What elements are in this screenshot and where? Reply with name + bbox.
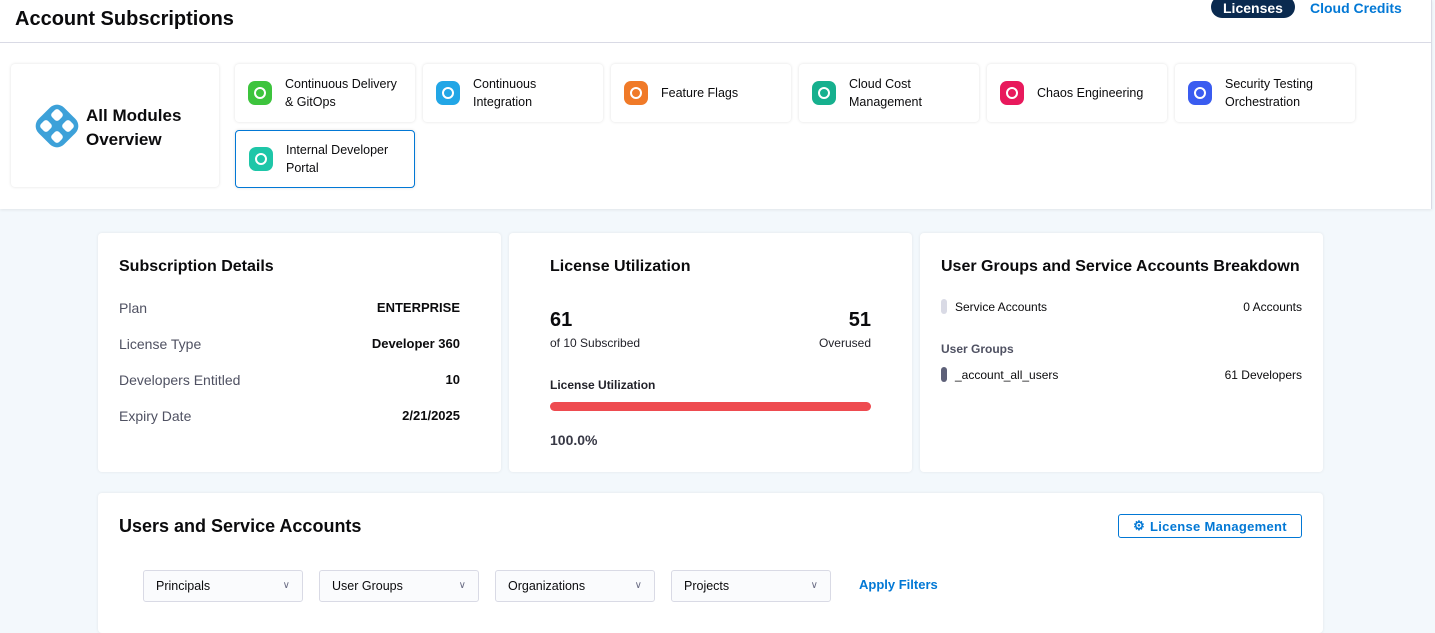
tab-cloud-credits[interactable]: Cloud Credits — [1310, 0, 1402, 16]
used-count: 61 — [550, 309, 573, 331]
module-label: Continuous Delivery & GitOps — [285, 77, 397, 109]
detail-value: ENTERPRISE — [376, 300, 460, 315]
module-card[interactable]: Continuous Delivery & GitOps — [235, 64, 415, 122]
feature-flags-icon — [624, 81, 648, 105]
module-label: Security Testing Orchestration — [1225, 77, 1314, 109]
detail-row-developers-entitled: Developers Entitled 10 — [119, 372, 460, 388]
ccm-icon — [812, 81, 836, 105]
license-utilization-card: License Utilization 61 of 10 Subscribed … — [509, 233, 912, 472]
principals-dropdown[interactable]: Principals ∨ — [143, 570, 303, 602]
module-label: Internal Developer Portal — [286, 143, 389, 175]
all-modules-label: All Modules — [86, 106, 182, 125]
breakdown-title: User Groups and Service Accounts Breakdo… — [941, 258, 1300, 275]
user-groups-label: User Groups — [941, 342, 1014, 356]
used-label: of 10 Subscribed — [550, 336, 641, 350]
service-accounts-value: 0 Accounts — [1243, 299, 1302, 314]
license-management-label: License Management — [1150, 518, 1287, 534]
module-label: Feature Flags — [661, 86, 739, 100]
users-service-accounts-card: Users and Service Accounts ⚙ License Mana… — [98, 493, 1323, 633]
user-group-row: _account_all_users 61 Developers — [941, 367, 1302, 382]
detail-key: License Type — [119, 336, 202, 352]
detail-row-plan: Plan ENTERPRISE — [119, 300, 460, 316]
apply-filters-link[interactable]: Apply Filters — [859, 577, 938, 592]
modules-header: Account Subscriptions Licenses Cloud Cre… — [0, 0, 1432, 209]
module-label: Cloud Cost Management — [849, 77, 922, 109]
detail-value: 2/21/2025 — [402, 408, 460, 423]
service-accounts-row: Service Accounts 0 Accounts — [941, 299, 1302, 314]
detail-key: Expiry Date — [119, 408, 192, 424]
module-card[interactable]: Feature Flags — [611, 64, 791, 122]
legend-swatch — [941, 367, 947, 382]
subscription-details-title: Subscription Details — [119, 258, 274, 275]
page-header: Account Subscriptions Licenses Cloud Cre… — [0, 0, 1431, 43]
idp-icon — [249, 147, 273, 171]
projects-dropdown[interactable]: Projects ∨ — [671, 570, 831, 602]
module-label: Chaos Engineering — [1037, 86, 1144, 100]
chevron-down-icon: ∨ — [810, 580, 818, 591]
detail-row-expiry-date: Expiry Date 2/21/2025 — [119, 408, 460, 424]
service-accounts-label: Service Accounts — [955, 299, 1048, 314]
all-modules-label-2: Overview — [86, 130, 162, 149]
cd-gitops-icon — [248, 81, 272, 105]
tab-licenses[interactable]: Licenses — [1211, 0, 1295, 18]
legend-swatch — [941, 299, 947, 314]
users-title: Users and Service Accounts — [119, 516, 362, 536]
chevron-down-icon: ∨ — [282, 580, 290, 591]
dropdown-label: Principals — [156, 579, 211, 593]
detail-key: Plan — [119, 300, 148, 316]
subscription-details-card: Subscription Details Plan ENTERPRISE Lice… — [98, 233, 501, 472]
detail-row-license-type: License Type Developer 360 — [119, 336, 460, 352]
module-card[interactable]: Continuous Integration — [423, 64, 603, 122]
page-title: Account Subscriptions — [15, 8, 234, 30]
overused-label: Overused — [818, 336, 871, 350]
module-card[interactable]: Security Testing Orchestration — [1175, 64, 1355, 122]
user-groups-dropdown[interactable]: User Groups ∨ — [319, 570, 479, 602]
chevron-down-icon: ∨ — [458, 580, 466, 591]
module-card[interactable]: Cloud Cost Management — [799, 64, 979, 122]
overused-count: 51 — [848, 309, 871, 331]
chaos-icon — [1000, 81, 1024, 105]
dropdown-label: User Groups — [332, 579, 403, 593]
module-label: Continuous Integration — [473, 77, 537, 109]
user-group-value: 61 Developers — [1224, 367, 1302, 382]
utilization-bar-label: License Utilization — [550, 378, 656, 392]
all-modules-overview-card[interactable]: All Modules Overview — [11, 64, 219, 187]
chevron-down-icon: ∨ — [634, 580, 642, 591]
harness-modules-icon — [35, 104, 79, 148]
dropdown-label: Organizations — [508, 579, 586, 593]
module-card[interactable]: Chaos Engineering — [987, 64, 1167, 122]
gear-icon: ⚙ — [1133, 518, 1146, 533]
sto-icon — [1188, 81, 1212, 105]
ci-icon — [436, 81, 460, 105]
detail-value: Developer 360 — [371, 336, 460, 351]
license-management-button[interactable]: ⚙ License Management — [1118, 514, 1302, 538]
dropdown-label: Projects — [684, 579, 730, 593]
detail-key: Developers Entitled — [119, 372, 241, 388]
breakdown-card: User Groups and Service Accounts Breakdo… — [920, 233, 1323, 472]
organizations-dropdown[interactable]: Organizations ∨ — [495, 570, 655, 602]
module-card[interactable]: Internal Developer Portal — [235, 130, 415, 188]
user-group-name: _account_all_users — [955, 367, 1059, 382]
detail-value: 10 — [445, 372, 460, 387]
utilization-progress-bar — [550, 402, 871, 411]
license-utilization-title: License Utilization — [550, 258, 691, 275]
utilization-percent: 100.0% — [550, 432, 598, 448]
